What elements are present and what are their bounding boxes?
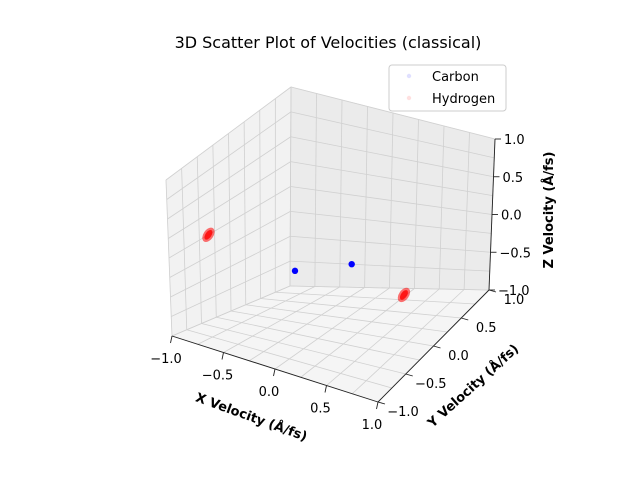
grid-y-floor <box>289 285 490 291</box>
grid-z-left <box>168 161 291 239</box>
grid-x-back <box>438 125 445 290</box>
y-tick-label: 0.5 <box>476 321 497 336</box>
z-tick-label: −0.5 <box>500 246 532 261</box>
y-tick-label: −1.0 <box>387 405 419 420</box>
legend-entry-hydrogen: Hydrogen <box>432 92 495 107</box>
grid-z-left <box>166 111 292 200</box>
grid-x-back <box>463 132 470 290</box>
grid-y-left <box>259 110 261 299</box>
y-tick-mark <box>461 317 469 321</box>
grid-y-floor <box>245 304 448 333</box>
z-tick-label: 1.0 <box>504 133 525 148</box>
grid-z-back <box>290 136 494 178</box>
grid-y-floor <box>230 310 434 347</box>
grid-z-left <box>165 86 292 181</box>
x-tick-mark <box>273 368 276 377</box>
grid-lines <box>165 86 496 403</box>
grid-y-left <box>289 86 292 287</box>
x-tick-label: 0.0 <box>259 385 280 400</box>
chart-title: 3D Scatter Plot of Velocities (classical… <box>175 33 482 52</box>
grid-z-back <box>290 186 493 215</box>
hydrogen-cluster <box>202 227 215 242</box>
x-axis-label: X Velocity (Å/fs) <box>193 390 309 445</box>
grid-x-floor <box>351 289 465 395</box>
tick-marks: −1.0−0.50.00.51.0−1.0−0.50.00.51.0−1.0−0… <box>150 133 531 433</box>
legend-entry-carbon: Carbon <box>432 70 479 85</box>
y-tick-label: 0.0 <box>448 349 469 364</box>
hydrogen-point-core <box>204 229 213 240</box>
grid-y-floor <box>275 291 476 305</box>
z-axis-label: Z Velocity (Å/fs) <box>541 152 557 269</box>
grid-z-back <box>290 161 493 197</box>
x-tick-label: 0.5 <box>310 402 331 417</box>
grid-z-back <box>290 86 496 140</box>
y-tick-label: −0.5 <box>415 377 447 392</box>
carbon-point <box>348 260 355 268</box>
legend-box <box>388 64 507 112</box>
x-tick-mark <box>324 385 327 393</box>
x-tick-mark <box>170 335 173 344</box>
y-tick-mark <box>433 345 441 349</box>
x-tick-label: 1.0 <box>362 418 383 433</box>
z-tick-label: −1.0 <box>498 284 530 299</box>
grid-y-left <box>243 121 247 305</box>
pane-back <box>289 86 496 291</box>
z-tick-label: 0.0 <box>501 209 522 224</box>
grid-x-floor <box>300 288 415 378</box>
grid-x-back <box>413 119 419 289</box>
grid-z-back <box>290 111 495 159</box>
hydrogen-point-core <box>399 290 408 300</box>
x-tick-mark <box>376 401 379 410</box>
y-tick-mark <box>377 401 386 405</box>
x-tick-mark <box>221 352 224 360</box>
legend-marker-hydrogen <box>406 95 412 101</box>
legend-marker-carbon <box>406 73 412 79</box>
grid-x-floor <box>326 288 440 386</box>
grid-y-floor <box>260 298 462 319</box>
x-tick-label: −0.5 <box>202 369 234 384</box>
axis-panes <box>165 86 496 403</box>
grid-z-left <box>167 136 291 220</box>
y-tick-label: 1.0 <box>504 293 525 308</box>
y-tick-mark <box>405 373 413 377</box>
x-tick-label: −1.0 <box>150 352 182 367</box>
grid-z-left <box>168 186 291 259</box>
z-tick-label: 0.5 <box>503 171 524 186</box>
hydrogen-cluster <box>397 287 411 303</box>
data-points <box>202 227 411 303</box>
carbon-point <box>291 267 299 275</box>
legend: Carbon Hydrogen <box>388 64 507 112</box>
